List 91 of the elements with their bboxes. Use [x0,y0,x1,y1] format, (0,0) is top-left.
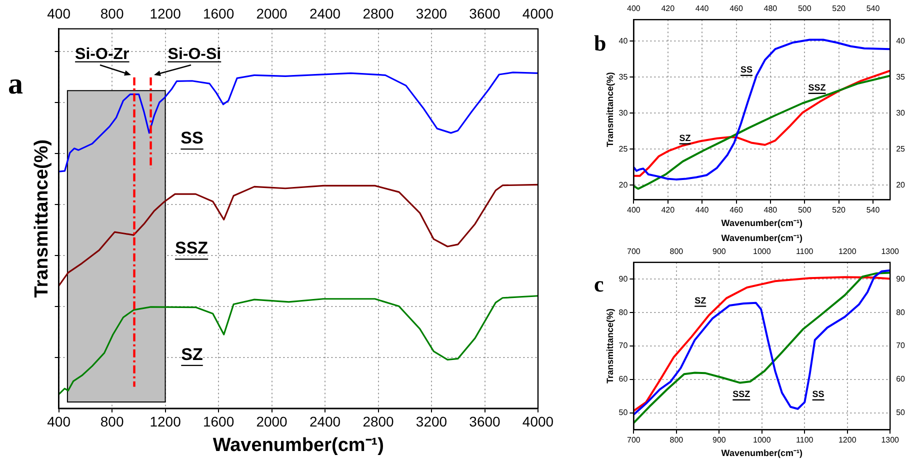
series-label: SS [740,64,753,74]
y-tick-label: 80 [618,308,628,317]
x2-tick-label: 500 [798,4,812,14]
x-axis-title: Wavenumber(cm⁻¹) [212,434,384,456]
x2-tick-label: 520 [832,4,846,14]
x-tick-label: 500 [798,206,812,215]
x-tick-label: 700 [627,436,641,445]
x2-tick-label: 1600 [202,5,234,22]
y-tick-label: 70 [618,341,628,350]
x2-tick-label: 700 [627,246,641,256]
x-tick-label: 800 [670,436,684,445]
ref-line-label: Si-O-Zr [75,46,130,63]
y2-tick-label: 35 [896,72,906,82]
x-tick-label: 520 [832,206,846,215]
x-tick-label: 1100 [796,436,814,445]
x-tick-label: 4000 [522,414,554,430]
x-tick-label: 3600 [469,414,501,430]
x-tick-label: 2400 [309,414,341,430]
x2-tick-label: 1000 [753,246,772,256]
x-tick-label: 1200 [150,414,182,430]
x2-tick-label: 400 [47,5,71,22]
y-tick-label: 25 [618,144,628,154]
y-tick-label: 60 [618,374,628,384]
x2-tick-label: 800 [100,5,124,22]
series-label: SZ [679,132,692,143]
y2-tick-label: 90 [896,274,906,284]
series-label: SSZ [732,388,751,399]
y-tick-label: 20 [618,180,628,190]
y-tick-label: 90 [618,274,628,284]
x-tick-label: 1300 [881,436,900,445]
x2-tick-label: 3600 [469,5,501,22]
x2-tick-label: 460 [730,4,744,14]
x2-tick-label: 800 [670,246,684,256]
x-axis-title: Wavenumber(cm⁻¹) [721,218,802,228]
y2-tick-label: 80 [896,308,906,317]
x2-tick-label: 540 [866,4,880,14]
x-tick-label: 1200 [838,436,857,445]
x2-tick-label: 4000 [522,5,554,22]
y-axis-title: Transmittance(%) [604,72,615,148]
series-label: SS [812,388,824,399]
x-tick-label: 800 [100,414,124,430]
x-tick-label: 1600 [202,414,234,430]
x2-tick-label: 2400 [309,5,341,22]
series-label: SS [180,128,204,148]
y2-tick-label: 40 [896,36,906,46]
x2-tick-label: 1300 [881,246,900,256]
y-axis-title: Transmittance(%) [32,139,53,298]
x-tick-label: 400 [47,414,71,430]
x-tick-label: 400 [627,206,641,215]
x2-tick-label: 1200 [150,5,182,22]
x2-tick-label: 440 [695,4,710,14]
x-tick-label: 480 [764,206,778,215]
ref-line-label: Si-O-Si [168,46,222,63]
x-tick-label: 440 [695,206,710,215]
x-tick-label: 540 [866,206,880,215]
y2-tick-label: 60 [896,374,906,384]
x-tick-label: 460 [730,206,744,215]
x2-tick-label: 420 [661,4,676,14]
x2-tick-label: 2000 [256,5,288,22]
y-tick-label: 50 [618,408,628,418]
x-tick-label: 2800 [362,414,394,430]
x2-tick-label: 480 [764,4,778,14]
y-axis-title: Transmittance(%) [604,308,615,384]
x2-tick-label: 1200 [838,246,857,256]
y2-tick-label: 70 [896,341,906,350]
series-label: SSZ [175,238,208,258]
x-tick-label: 900 [712,436,726,445]
text: b [594,30,606,56]
y2-tick-label: 30 [896,108,906,118]
series-label: SZ [181,344,203,364]
x-tick-label: 3200 [416,414,448,430]
x2-tick-label: 3200 [416,5,448,22]
y-tick-label: 40 [618,36,628,46]
x2-tick-label: 2800 [362,5,394,22]
y-tick-label: 30 [618,108,628,118]
y2-tick-label: 20 [896,180,906,190]
x2-tick-label: 400 [627,4,641,14]
x-axis-title: Wavenumber(cm⁻¹) [721,448,802,458]
series-label: SZ [694,295,707,306]
x2-tick-label: 900 [712,246,726,256]
y2-tick-label: 50 [896,408,906,418]
text: c [594,271,604,296]
x-tick-label: 2000 [256,414,288,430]
text: a [8,67,23,100]
x-tick-label: 1000 [753,436,772,445]
x2-tick-label: 1100 [796,246,814,256]
y-tick-label: 35 [618,72,628,82]
series-label: SSZ [808,82,826,92]
y2-tick-label: 25 [896,144,906,154]
x-tick-label: 420 [661,206,676,215]
x2-axis-title: Wavenumber(cm⁻¹) [721,232,802,243]
